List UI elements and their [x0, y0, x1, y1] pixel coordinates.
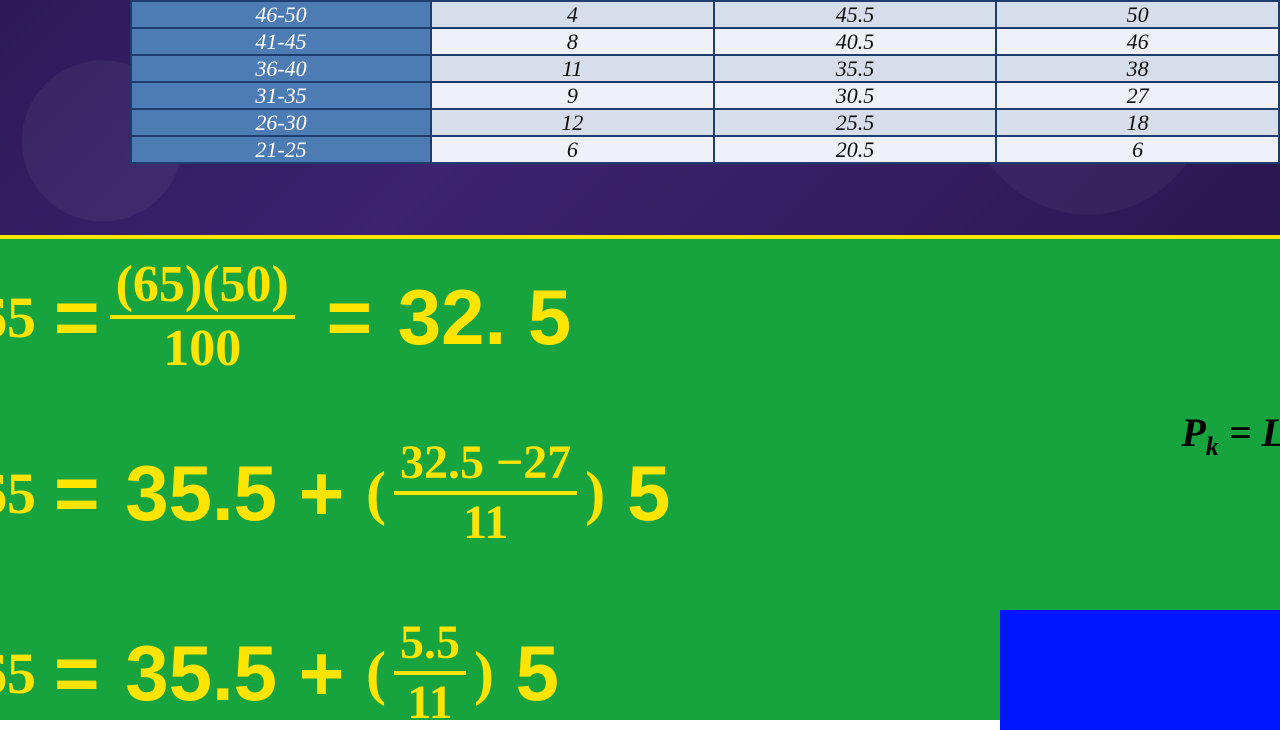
- purple-background: 46-50 4 45.5 50 41-45 8 40.5 46 36-40 11…: [0, 0, 1280, 235]
- table-row: 26-30 12 25.5 18: [131, 109, 1279, 136]
- frequency-table: 46-50 4 45.5 50 41-45 8 40.5 46 36-40 11…: [130, 0, 1280, 164]
- formula-line-2: 65 = 35.5 + ( 32.5 −27 11 ) 5: [0, 439, 670, 547]
- subscript-65: 65: [0, 460, 36, 527]
- lower-boundary-cell: 45.5: [714, 1, 997, 28]
- numerator: (65)(50): [110, 259, 295, 311]
- table-row: 41-45 8 40.5 46: [131, 28, 1279, 55]
- class-interval-cell: 46-50: [131, 1, 431, 28]
- close-paren: ): [474, 639, 494, 708]
- numerator: 5.5: [394, 619, 466, 667]
- class-width: 5: [605, 448, 670, 539]
- lower-boundary-value: 35.5: [125, 628, 277, 719]
- formula-line-1: 65 = (65)(50) 100 = 32. 5: [0, 259, 571, 375]
- fraction: (65)(50) 100: [110, 259, 295, 375]
- formula-line-3: 65 = 35.5 + ( 5.5 11 ) 5: [0, 619, 559, 727]
- equals-sign: =: [54, 272, 102, 363]
- table-row: 31-35 9 30.5 27: [131, 82, 1279, 109]
- lower-boundary-value: 35.5: [125, 448, 277, 539]
- percentile-formula-fragment: Pk = L: [1181, 409, 1280, 462]
- subscript-65: 65: [0, 640, 36, 707]
- fraction: 32.5 −27 11: [394, 439, 577, 547]
- fraction: 5.5 11: [394, 619, 466, 727]
- close-paren: ): [585, 459, 605, 528]
- subscript-65: 65: [0, 284, 36, 351]
- result-value: 32. 5: [398, 272, 571, 363]
- plus-sign: +: [277, 628, 366, 719]
- class-width: 5: [494, 628, 559, 719]
- cumulative-cell: 50: [996, 1, 1279, 28]
- blue-box: [1000, 610, 1280, 730]
- equals-sign: =: [54, 628, 125, 719]
- open-paren: (: [366, 459, 386, 528]
- equals-sign: =: [303, 272, 398, 363]
- plus-sign: +: [277, 448, 366, 539]
- numerator: 32.5 −27: [394, 439, 577, 487]
- open-paren: (: [366, 639, 386, 708]
- table-row: 46-50 4 45.5 50: [131, 1, 1279, 28]
- denominator: 100: [157, 323, 247, 375]
- fraction-bar: [394, 491, 577, 495]
- formula-panel: 65 = (65)(50) 100 = 32. 5 65 = 35.5 + ( …: [0, 235, 1280, 720]
- equals-sign: =: [54, 448, 125, 539]
- table-row: 36-40 11 35.5 38: [131, 55, 1279, 82]
- denominator: 11: [457, 499, 514, 547]
- frequency-cell: 4: [431, 1, 714, 28]
- fraction-bar: [110, 315, 295, 319]
- fraction-bar: [394, 671, 466, 675]
- table-row: 21-25 6 20.5 6: [131, 136, 1279, 163]
